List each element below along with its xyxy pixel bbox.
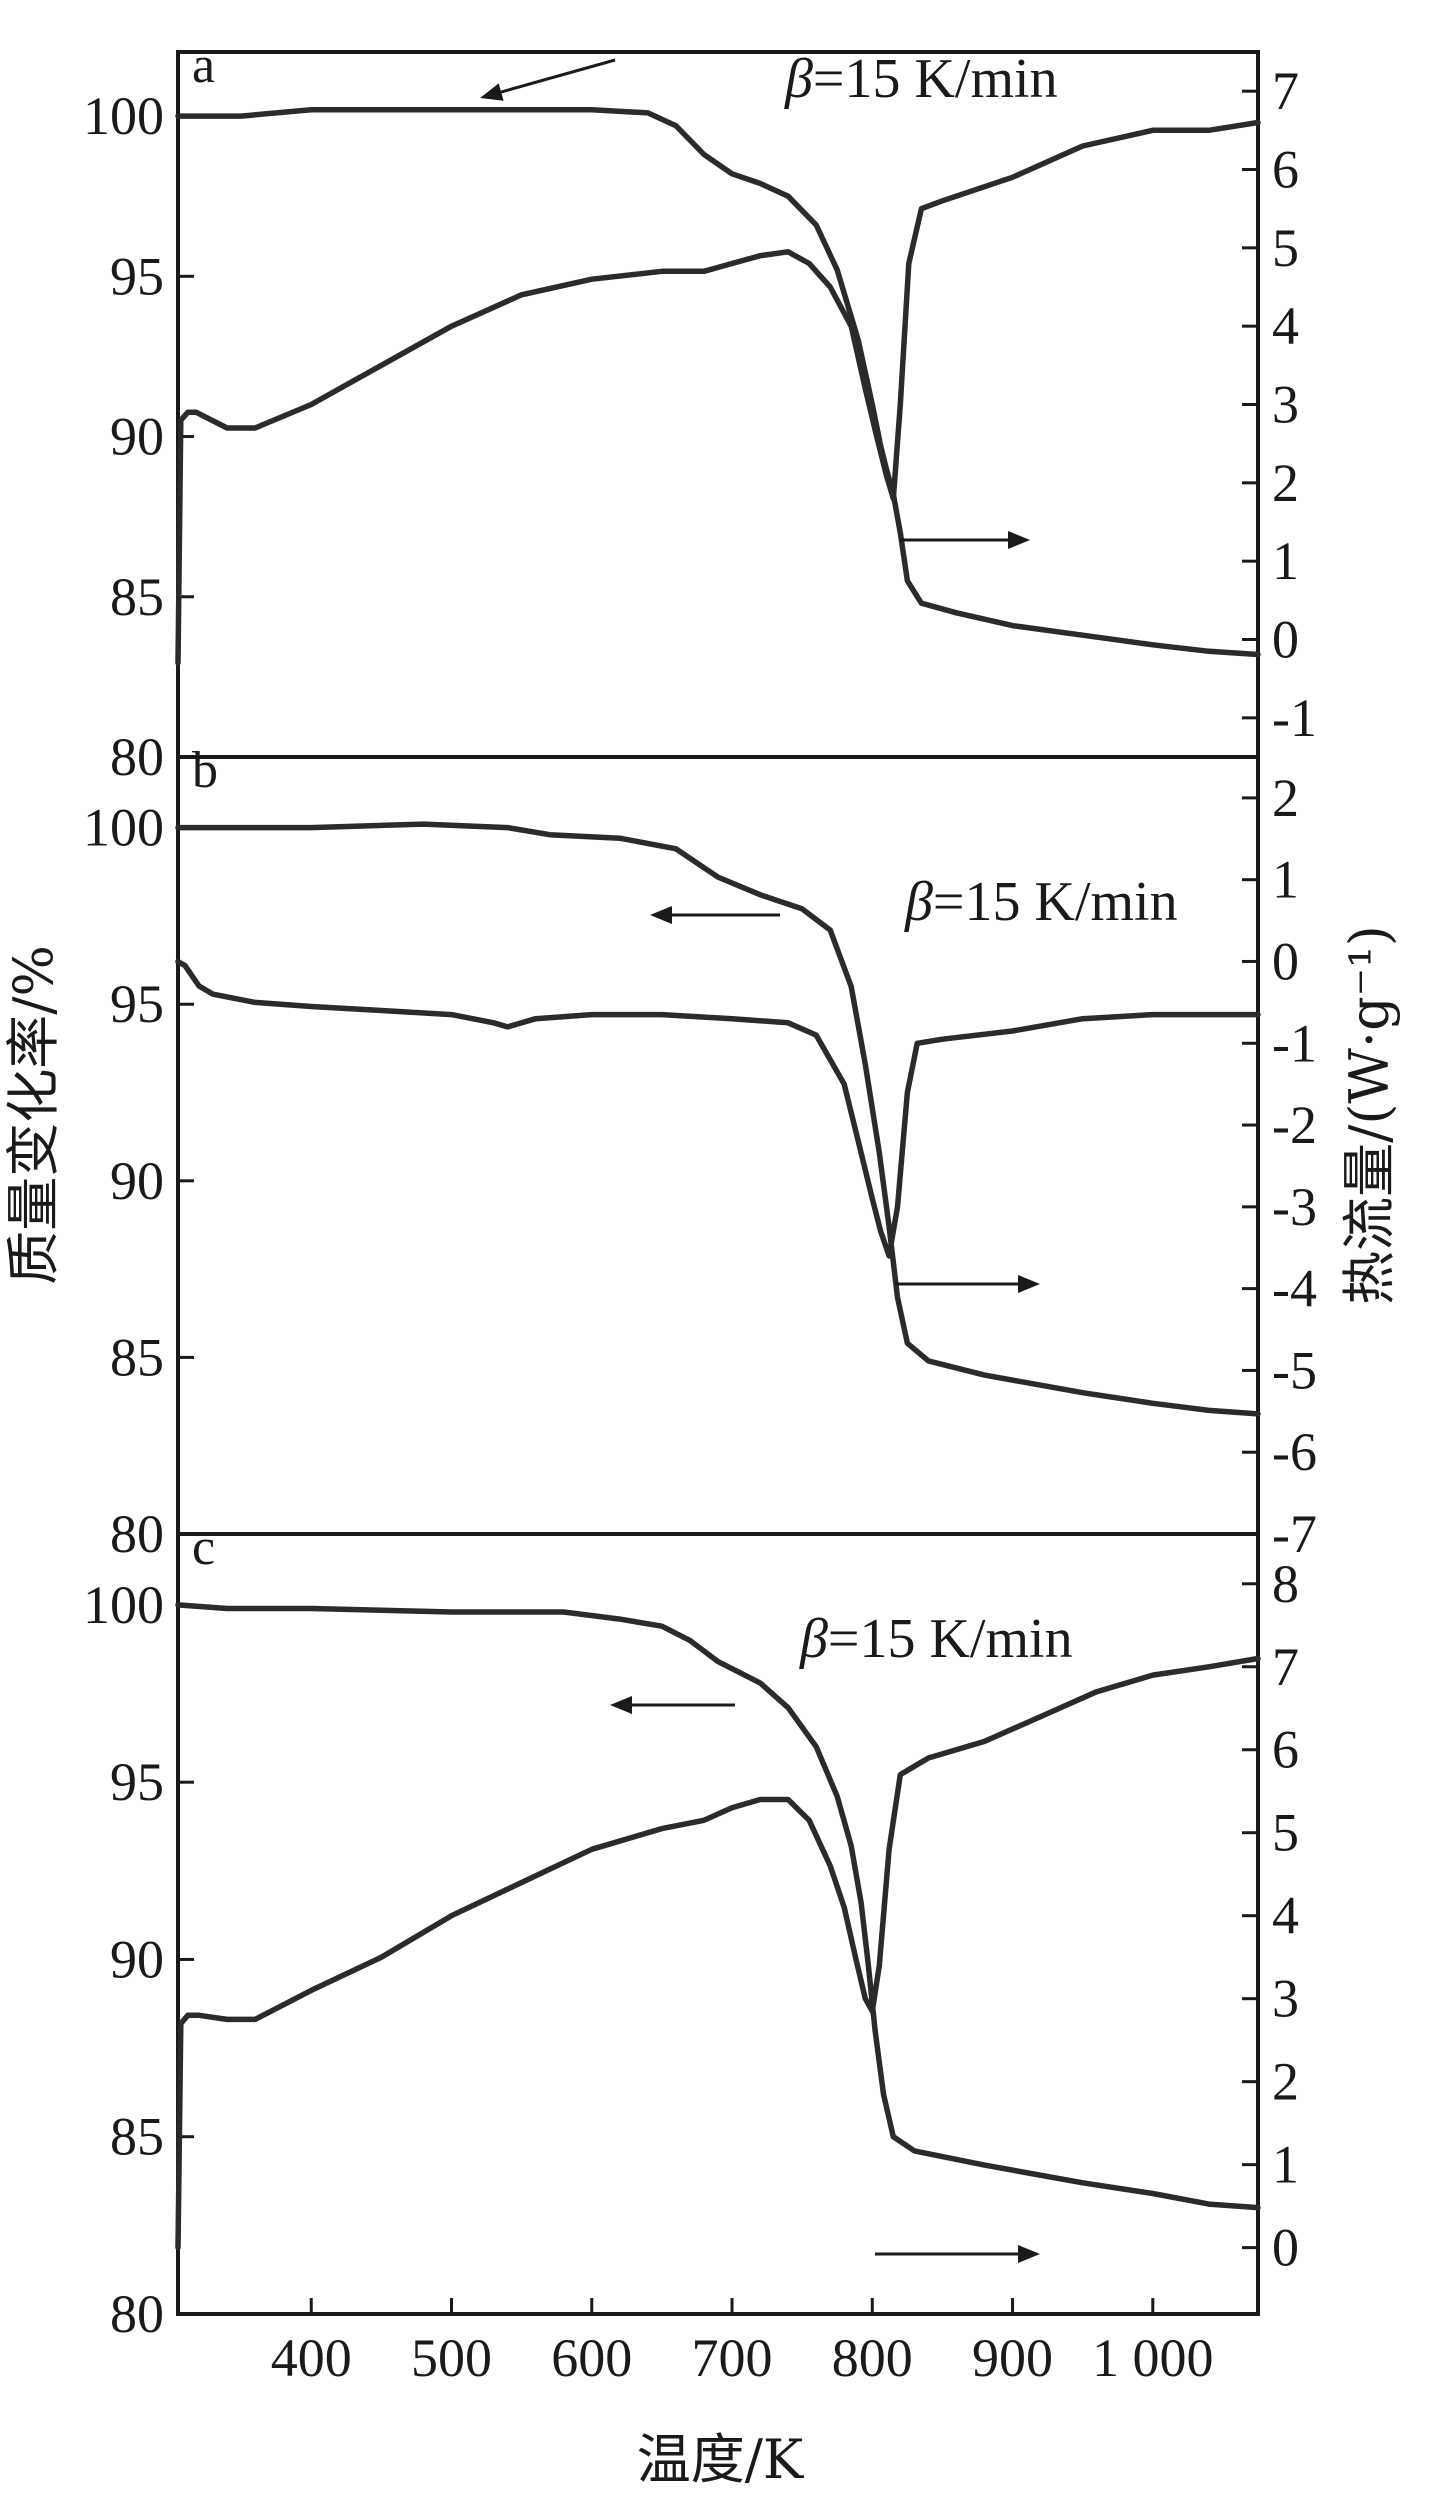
heating-rate-annotation: β=15 K/min: [799, 1608, 1073, 1670]
arrow-head: [1018, 1275, 1040, 1293]
right-tick-label: -6: [1272, 1422, 1317, 1482]
beta-symbol: β: [799, 1608, 828, 1670]
right-tick-label: 0: [1272, 931, 1299, 991]
right-y-axis-label: 热流量/(W·g⁻¹): [1338, 925, 1401, 1305]
left-tick-label: 85: [110, 1327, 164, 1387]
heating-rate-text: =15 K/min: [828, 1608, 1073, 1670]
x-tick-label: 400: [271, 2328, 352, 2388]
panel-b: 80 85 90 95 100 -7 -6 -5 -4 -3 -2 -1 0 1 2 b β=15 K/min: [83, 742, 1317, 1564]
right-tick-label: 8: [1272, 1554, 1299, 1614]
left-tick-label: 95: [110, 974, 164, 1034]
right-tick-label: 3: [1272, 1969, 1299, 2029]
x-tick-label: 500: [411, 2328, 492, 2388]
x-tick-label: 900: [972, 2328, 1053, 2388]
right-tick-label: 1: [1272, 850, 1299, 910]
right-tick-label: 6: [1272, 140, 1299, 200]
right-tick-label: 7: [1272, 1637, 1299, 1697]
left-tick-label: 85: [110, 2107, 164, 2167]
x-tick-label: 600: [551, 2328, 632, 2388]
heating-rate-text: =15 K/min: [813, 48, 1058, 110]
left-tick-label: 90: [110, 1151, 164, 1211]
mass-axis-arrow: [500, 58, 616, 94]
right-tick-label: -7: [1272, 1504, 1317, 1564]
right-tick-label: -5: [1272, 1340, 1317, 1400]
x-tick-label: 800: [832, 2328, 913, 2388]
beta-symbol: β: [904, 871, 933, 933]
left-tick-label: 90: [110, 1929, 164, 1989]
arrow-head: [650, 906, 672, 924]
left-tick-label: 100: [83, 86, 164, 146]
right-tick-label: 7: [1272, 61, 1299, 121]
right-tick-label: -4: [1272, 1259, 1317, 1319]
heat-flow-curve: [175, 119, 1261, 666]
arrow-head: [1008, 531, 1030, 549]
left-tick-label: 85: [110, 567, 164, 627]
heating-rate-text: =15 K/min: [933, 871, 1178, 933]
x-tick-label: 1 000: [1092, 2328, 1214, 2388]
mass-change-curve: [175, 821, 1261, 1417]
right-tick-label: 2: [1272, 2052, 1299, 2112]
panel-c: 80 85 90 95 100 0 1 2 3 4 5 6 7 8 c β=15 K/min: [83, 1519, 1299, 2344]
arrow-head: [610, 1696, 632, 1714]
mass-change-curve: [175, 106, 1261, 658]
arrow-head: [1018, 2245, 1040, 2263]
x-axis-label: 温度/K: [637, 2428, 805, 2491]
right-tick-label: 5: [1272, 218, 1299, 278]
arrow-head: [480, 83, 504, 101]
left-tick-label: 80: [110, 727, 164, 787]
right-tick-label: 1: [1272, 531, 1299, 591]
panel-letter: a: [192, 37, 215, 94]
right-tick-label: 0: [1272, 2218, 1299, 2278]
panel-a: 80 85 90 95 100 -1 0 1 2 3 4 5 6 7 a β=15 K/min: [83, 37, 1317, 787]
left-tick-label: 95: [110, 1752, 164, 1812]
right-tick-label: 2: [1272, 453, 1299, 513]
panel-frame: [176, 1532, 1260, 2316]
beta-symbol: β: [784, 48, 813, 110]
right-tick-label: 6: [1272, 1720, 1299, 1780]
heat-flow-curve: [175, 1655, 1261, 2251]
right-tick-label: 4: [1272, 1886, 1299, 1946]
right-tick-label: 5: [1272, 1803, 1299, 1863]
x-axis: 400 500 600 700 800 900 1 000: [271, 2298, 1214, 2388]
heating-rate-annotation: β=15 K/min: [784, 48, 1058, 110]
right-tick-label: -2: [1272, 1095, 1317, 1155]
right-tick-label: -3: [1272, 1177, 1317, 1237]
right-tick-label: 0: [1272, 610, 1299, 670]
heat-flow-curve: [175, 958, 1261, 1259]
panel-frame: [176, 50, 1260, 759]
mass-change-curve: [175, 1602, 1261, 2211]
right-tick-label: 3: [1272, 375, 1299, 435]
left-tick-label: 95: [110, 246, 164, 306]
left-tick-label: 80: [110, 1504, 164, 1564]
right-tick-label: 4: [1272, 296, 1299, 356]
left-tick-label: 100: [83, 798, 164, 858]
left-tick-label: 80: [110, 2284, 164, 2344]
heating-rate-annotation: β=15 K/min: [904, 871, 1178, 933]
left-y-axis-label: 质量变化率/%: [2, 945, 65, 1285]
x-tick-label: 700: [692, 2328, 773, 2388]
panel-letter: b: [192, 742, 218, 799]
left-tick-label: 100: [83, 1575, 164, 1635]
panel-letter: c: [192, 1519, 215, 1576]
left-tick-label: 90: [110, 407, 164, 467]
right-tick-label: -1: [1272, 688, 1317, 748]
right-tick-label: -1: [1272, 1013, 1317, 1073]
right-tick-label: 2: [1272, 768, 1299, 828]
right-tick-label: 1: [1272, 2135, 1299, 2195]
